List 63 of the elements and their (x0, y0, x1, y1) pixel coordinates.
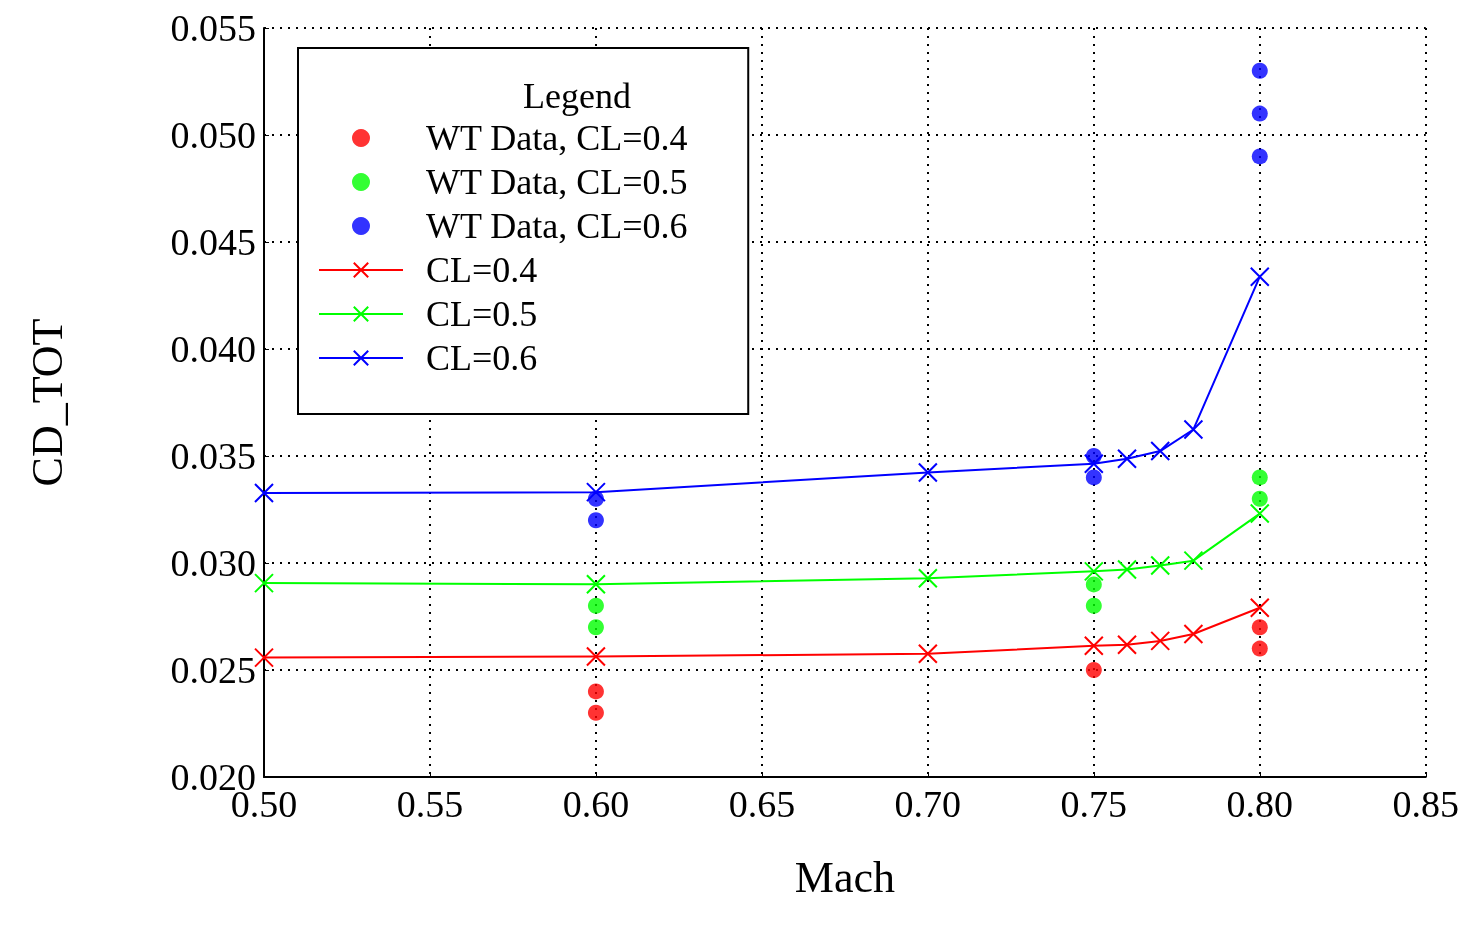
point (1251, 619, 1268, 636)
point (917, 462, 938, 483)
point (1085, 597, 1102, 614)
y-tick-label: 0.030 (170, 542, 256, 584)
x-tick-label: 0.65 (728, 783, 796, 825)
x-tick-label: 0.85 (1392, 783, 1459, 825)
legend-label: CL=0.4 (426, 250, 538, 290)
legend-label: CL=0.6 (426, 338, 538, 378)
x-tick-label: 0.75 (1060, 783, 1128, 825)
point (254, 647, 274, 668)
y-tick-label: 0.040 (170, 328, 256, 370)
point (254, 483, 274, 504)
point (1249, 503, 1270, 524)
point (1251, 469, 1268, 486)
legend-label: WT Data, CL=0.5 (426, 162, 688, 202)
point (1150, 441, 1171, 462)
x-axis-title: Mach (794, 852, 895, 902)
legend-label: CL=0.5 (426, 294, 538, 334)
y-tick-label: 0.025 (170, 649, 256, 691)
point (1150, 630, 1171, 651)
point (1083, 635, 1104, 656)
point (1117, 634, 1138, 655)
point (1083, 453, 1104, 474)
point (1249, 266, 1270, 287)
point (1085, 469, 1102, 486)
y-tick-label: 0.055 (170, 7, 256, 49)
point (1251, 62, 1268, 79)
point (587, 597, 604, 614)
point (254, 573, 274, 594)
point (1251, 640, 1268, 657)
point (1083, 561, 1104, 582)
x-tick-label: 0.60 (562, 783, 630, 825)
point (1117, 448, 1138, 469)
point (585, 574, 606, 595)
legend-label: WT Data, CL=0.6 (426, 206, 688, 246)
point (1085, 662, 1102, 678)
y-axis-title: CD_TOT (22, 318, 72, 487)
legend-title: Legend (523, 76, 631, 116)
x-tick-label: 0.70 (894, 783, 962, 825)
point (1251, 490, 1268, 507)
point (1251, 105, 1268, 122)
y-tick-label: 0.045 (170, 221, 256, 263)
point (1117, 559, 1138, 580)
point (1183, 419, 1204, 440)
point (1150, 555, 1171, 576)
point (1183, 550, 1204, 571)
point (917, 643, 938, 664)
y-tick-label: 0.050 (170, 114, 256, 156)
point (1085, 576, 1102, 593)
point (587, 704, 604, 721)
x-tick-label: 0.55 (396, 783, 464, 825)
point (1183, 624, 1204, 645)
x-tick-label: 0.80 (1226, 783, 1294, 825)
point (1251, 148, 1268, 165)
point (1249, 597, 1270, 618)
y-tick-label: 0.035 (170, 435, 256, 477)
point (587, 512, 604, 529)
point (587, 683, 604, 700)
legend-label: WT Data, CL=0.4 (426, 118, 688, 158)
point (585, 646, 606, 667)
point (587, 619, 604, 636)
point (917, 568, 938, 589)
point (585, 482, 606, 503)
